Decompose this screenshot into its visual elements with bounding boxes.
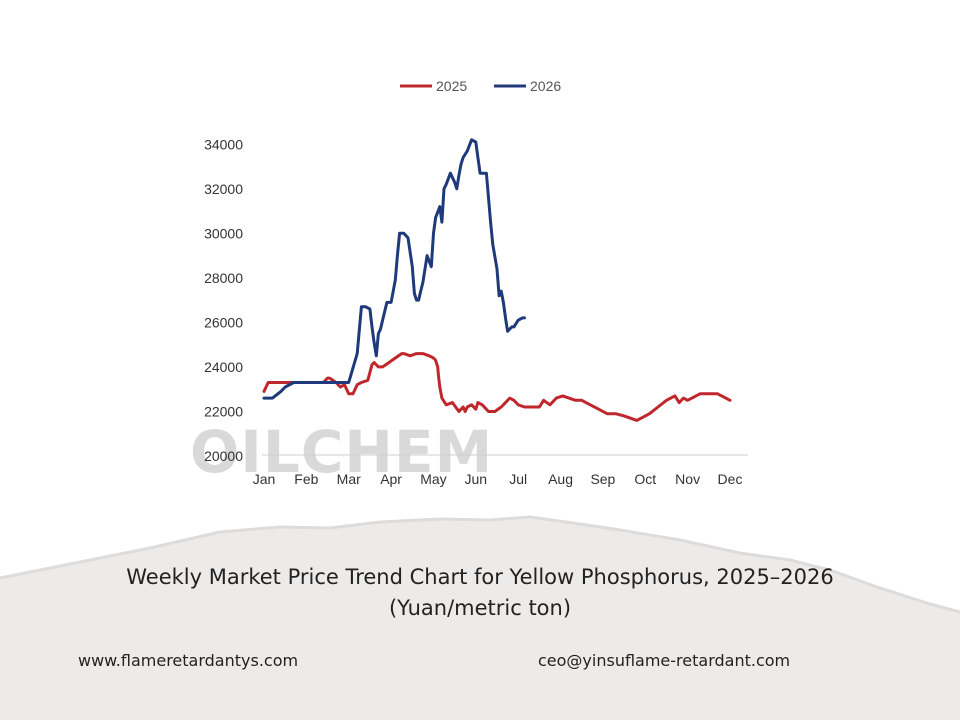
watermark-text: OILCHEM [190,418,493,486]
y-tick-label: 28000 [204,270,243,286]
y-tick-label: 22000 [204,403,243,419]
legend: 2025 2026 [400,78,561,94]
x-tick-label: Jul [509,471,527,487]
series-lines [262,138,732,422]
x-tick-label: Mar [337,471,361,487]
chart-container: OILCHEM 20000 22000 24000 26000 28000 30000 32… [170,66,790,500]
x-tick-label: Jun [465,471,488,487]
footer-website[interactable]: www.flameretardantys.com [78,651,299,670]
y-tick-labels: 20000 22000 24000 26000 28000 30000 32000 34000 [204,136,243,464]
price-trend-chart: OILCHEM 20000 22000 24000 26000 28000 30000 32… [190,78,748,487]
x-tick-label: Dec [718,471,743,487]
y-tick-label: 32000 [204,181,243,197]
x-tick-label: Jan [253,471,276,487]
x-tick-label: Nov [675,471,700,487]
footer-email[interactable]: ceo@yinsuflame-retardant.com [538,651,791,670]
x-tick-label: Feb [294,471,318,487]
series-line-2026 [262,138,526,400]
x-tick-labels: Jan Feb Mar Apr May Jun Jul Aug Sep Oct Nov Dec [253,471,743,487]
legend-label-2025: 2025 [436,78,467,94]
x-tick-label: Oct [634,471,656,487]
y-tick-label: 20000 [204,448,243,464]
x-tick-label: Sep [590,471,615,487]
chart-caption: Weekly Market Price Trend Chart for Yell… [126,565,834,620]
y-tick-label: 34000 [204,136,243,152]
x-tick-label: May [420,471,446,487]
y-tick-label: 26000 [204,314,243,330]
y-tick-label: 24000 [204,359,243,375]
series-line-2025 [262,352,732,422]
x-tick-label: Apr [380,471,402,487]
legend-label-2026: 2026 [530,78,561,94]
y-tick-label: 30000 [204,225,243,241]
x-tick-label: Aug [548,471,573,487]
